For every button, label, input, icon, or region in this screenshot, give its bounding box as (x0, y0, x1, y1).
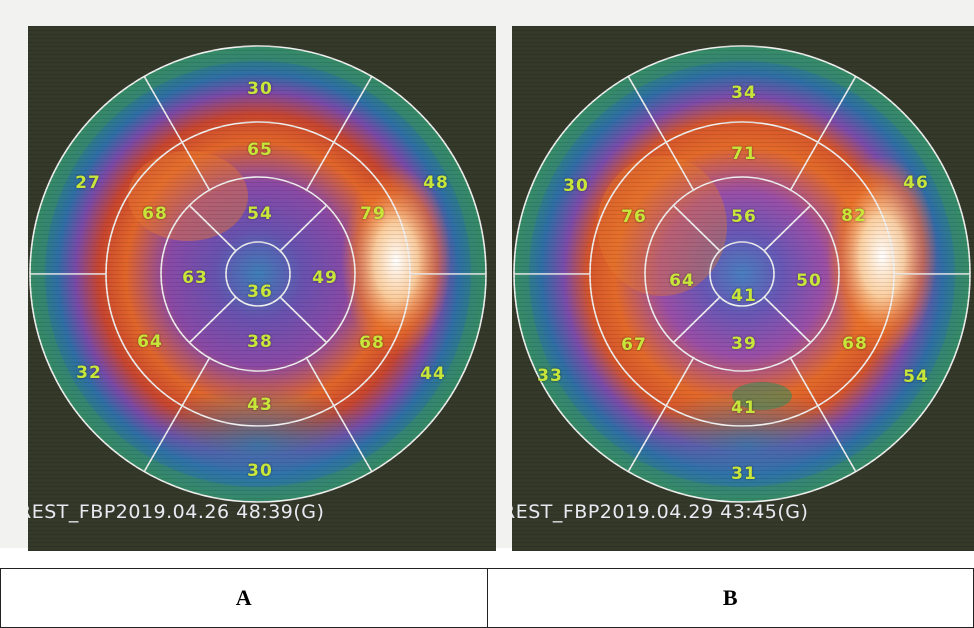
segment-value: 67 (621, 335, 647, 355)
segment-value: 44 (420, 364, 446, 384)
segment-value: 49 (312, 268, 338, 288)
scan-footer-label: REST_FBP2019.04.26 48:39(G) (28, 501, 325, 523)
caption-a: A (0, 568, 488, 628)
segment-value: 68 (359, 333, 385, 353)
segment-value: 68 (842, 334, 868, 354)
segment-value: 68 (142, 204, 168, 224)
segment-value: 27 (75, 173, 101, 193)
segment-value: 30 (247, 79, 273, 99)
segment-value: 41 (731, 398, 757, 418)
polar-map-b-graphic (513, 45, 971, 503)
caption-table: A B (0, 568, 974, 628)
segment-value: 76 (621, 207, 647, 227)
segment-value: 79 (360, 204, 386, 224)
segment-value: 30 (563, 176, 589, 196)
segment-value: 65 (247, 140, 273, 160)
scan-footer-label: REST_FBP2019.04.29 43:45(G) (512, 501, 809, 523)
apex-value: 36 (247, 282, 273, 302)
segment-value: 32 (76, 363, 102, 383)
segment-value: 54 (247, 204, 273, 224)
segment-value: 71 (731, 144, 757, 164)
segment-value: 39 (731, 334, 757, 354)
segment-value: 30 (247, 461, 273, 481)
polar-map-a-graphic (29, 45, 487, 503)
segment-value: 64 (137, 332, 163, 352)
apex-value: 41 (731, 286, 757, 306)
polar-map-a: 30 48 44 30 32 27 65 79 68 43 64 68 54 4… (28, 26, 496, 551)
segment-value: 34 (731, 83, 757, 103)
segment-value: 64 (669, 271, 695, 291)
polar-map-b: 34 46 54 31 33 30 71 82 68 41 67 76 56 5… (512, 26, 974, 551)
segment-value: 31 (731, 464, 757, 484)
segment-value: 43 (247, 395, 273, 415)
segment-value: 56 (731, 207, 757, 227)
segment-value: 48 (423, 173, 449, 193)
segment-value: 54 (903, 367, 929, 387)
segment-value: 82 (841, 206, 867, 226)
segment-value: 38 (247, 332, 273, 352)
segment-value: 46 (903, 173, 929, 193)
segment-value: 63 (182, 268, 208, 288)
segment-value: 50 (796, 271, 822, 291)
segment-value: 33 (537, 366, 563, 386)
caption-b: B (486, 568, 974, 628)
